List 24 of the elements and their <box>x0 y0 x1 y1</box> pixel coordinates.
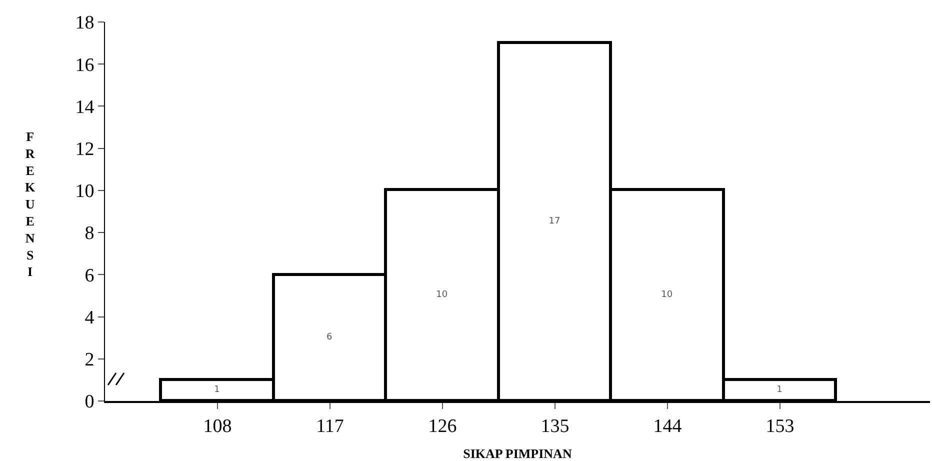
x-axis-title: SIKAP PIMPINAN <box>463 446 572 461</box>
y-tick-label: 4 <box>84 307 95 328</box>
data-label: 6 <box>326 332 332 342</box>
data-label: 10 <box>661 290 673 300</box>
y-tick-label: 0 <box>84 392 94 413</box>
x-tick-label: 126 <box>428 416 457 437</box>
y-tick-label: 8 <box>84 223 94 244</box>
data-label: 1 <box>214 385 220 395</box>
x-tick-label: 108 <box>203 416 232 437</box>
data-label: 17 <box>548 216 560 226</box>
x-tick-label: 135 <box>540 416 570 437</box>
data-label: 1 <box>776 385 782 395</box>
x-tick-label: 153 <box>766 416 794 437</box>
y-tick-label: 2 <box>84 350 94 371</box>
y-tick-label: 18 <box>75 12 94 34</box>
y-tick-label: 12 <box>75 138 94 160</box>
x-tick-label: 144 <box>653 416 682 437</box>
x-tick-label: 117 <box>316 416 344 437</box>
data-label: 10 <box>436 290 448 300</box>
y-tick-label: 6 <box>84 265 94 286</box>
y-tick-label: 14 <box>75 96 95 118</box>
y-tick-label: 10 <box>75 181 94 202</box>
text: FREKUENSI <box>25 129 36 280</box>
y-tick-label: 16 <box>75 54 94 76</box>
